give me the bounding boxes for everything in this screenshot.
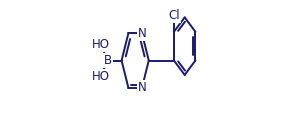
Text: N: N xyxy=(138,81,146,94)
Text: HO: HO xyxy=(92,38,110,51)
Text: HO: HO xyxy=(92,70,110,83)
Text: Cl: Cl xyxy=(168,9,180,22)
Text: B: B xyxy=(104,54,112,67)
Text: N: N xyxy=(138,27,146,40)
